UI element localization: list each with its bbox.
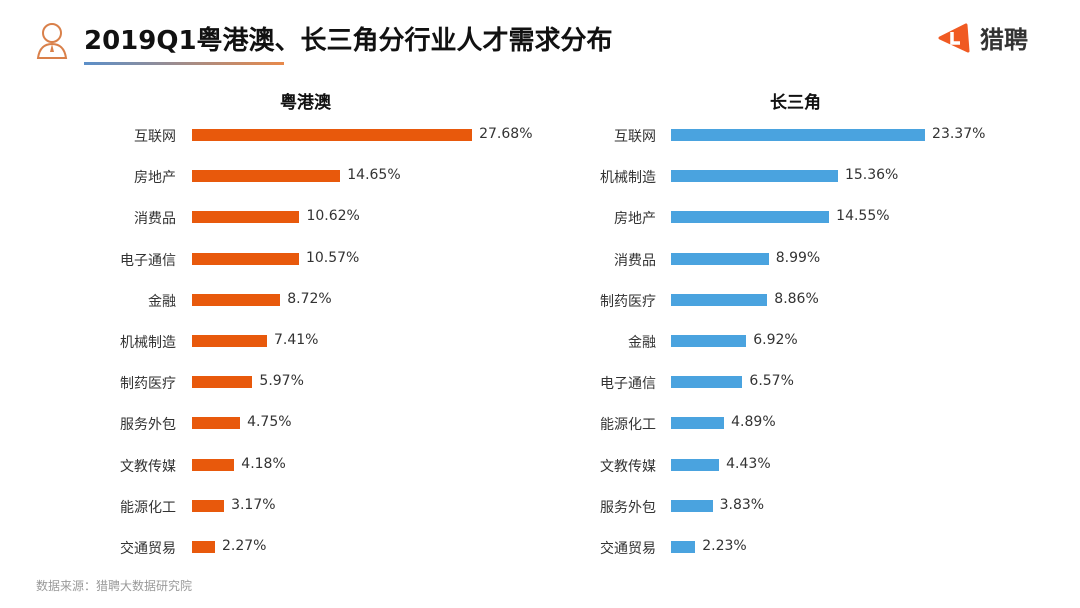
value-label: 4.43% xyxy=(726,455,771,472)
category-label: 机械制造 xyxy=(120,335,176,351)
bar xyxy=(192,252,299,265)
bar xyxy=(671,129,926,141)
bar xyxy=(192,499,225,512)
value-label: 23.37% xyxy=(932,126,986,142)
category-label: 制药医疗 xyxy=(600,293,656,310)
bar xyxy=(671,376,743,389)
category-label: 服务外包 xyxy=(600,499,656,516)
category-label: 房地产 xyxy=(614,211,656,228)
bar xyxy=(192,211,300,224)
value-label: 7.41% xyxy=(273,332,319,348)
category-label: 互联网 xyxy=(134,129,176,145)
value-label: 8.86% xyxy=(774,290,819,307)
category-label: 电子通信 xyxy=(120,252,176,269)
liepin-logo: 猎聘 xyxy=(938,20,1028,55)
category-label: 交通贸易 xyxy=(120,541,176,557)
person-icon xyxy=(34,20,70,64)
bar xyxy=(192,335,267,347)
category-label: 金融 xyxy=(628,335,656,351)
category-label: 服务外包 xyxy=(120,417,176,434)
bar xyxy=(671,211,830,224)
logo-text: 猎聘 xyxy=(980,26,1028,54)
bar xyxy=(192,541,215,553)
category-label: 消费品 xyxy=(614,252,656,269)
category-label: 房地产 xyxy=(134,170,176,187)
title-underline xyxy=(84,62,284,65)
category-label: 消费品 xyxy=(134,211,176,228)
category-label: 金融 xyxy=(148,293,176,310)
logo-icon xyxy=(938,23,970,52)
value-label: 14.55% xyxy=(836,208,890,225)
value-label: 14.65% xyxy=(347,167,401,184)
value-label: 8.99% xyxy=(775,249,821,266)
category-label: 电子通信 xyxy=(600,376,656,393)
bar xyxy=(671,170,838,183)
value-label: 10.57% xyxy=(305,249,360,266)
category-label: 互联网 xyxy=(614,129,656,145)
category-label: 文教传媒 xyxy=(120,458,176,475)
bar xyxy=(671,293,768,306)
value-label: 3.17% xyxy=(231,496,276,513)
value-label: 2.27% xyxy=(221,538,267,554)
value-label: 15.36% xyxy=(844,167,899,184)
value-label: 5.97% xyxy=(259,373,304,390)
value-label: 6.57% xyxy=(749,373,794,390)
category-label: 交通贸易 xyxy=(600,541,656,557)
bar xyxy=(192,458,235,471)
value-label: 6.92% xyxy=(753,332,798,348)
value-label: 3.83% xyxy=(719,496,765,513)
page-title: 2019Q1粤港澳、长三角分行业人才需求分布 xyxy=(84,26,613,56)
value-label: 4.75% xyxy=(247,414,292,431)
bar xyxy=(671,335,747,347)
bar xyxy=(671,252,769,265)
category-label: 能源化工 xyxy=(120,499,176,516)
category-label: 机械制造 xyxy=(600,170,656,187)
panel-title-left: 粤港澳 xyxy=(280,93,331,113)
value-label: 4.89% xyxy=(731,414,776,431)
value-label: 27.68% xyxy=(479,126,533,142)
bar xyxy=(671,541,696,553)
value-label: 10.62% xyxy=(306,208,360,225)
bar xyxy=(192,170,341,183)
bar xyxy=(192,129,473,141)
value-label: 8.72% xyxy=(287,290,332,307)
value-label: 2.23% xyxy=(702,538,747,554)
bar xyxy=(192,293,281,306)
panel-title-right: 长三角 xyxy=(770,93,821,113)
bar xyxy=(671,417,725,430)
data-source: 数据来源：猎聘大数据研究院 xyxy=(36,579,193,593)
category-label: 能源化工 xyxy=(600,417,656,434)
value-label: 4.18% xyxy=(241,455,286,472)
category-label: 文教传媒 xyxy=(600,458,656,475)
bar xyxy=(671,499,713,512)
bar xyxy=(192,417,241,430)
category-label: 制药医疗 xyxy=(120,376,176,393)
bar xyxy=(192,376,253,389)
bar xyxy=(671,458,720,471)
